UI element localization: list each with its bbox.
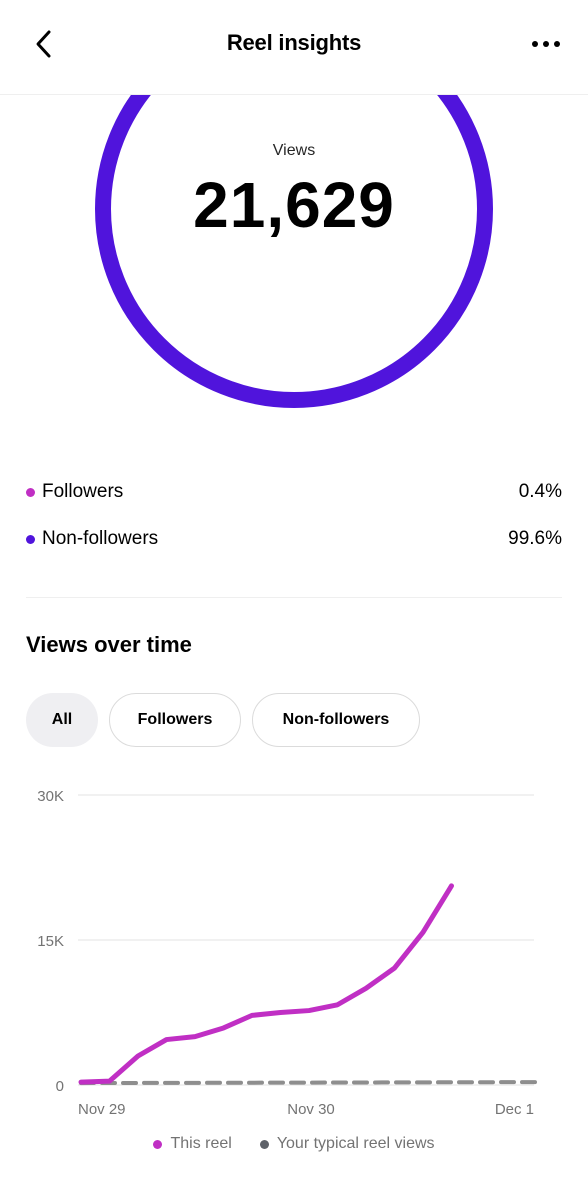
- breakdown-label: Followers: [42, 481, 124, 502]
- back-button[interactable]: [26, 26, 62, 62]
- chevron-left-icon: [36, 30, 51, 58]
- y-tick-label: 15K: [37, 933, 64, 950]
- x-tick-label: Nov 29: [78, 1101, 126, 1118]
- views-label: Views: [272, 142, 316, 159]
- legend-label: This reel: [170, 1135, 232, 1152]
- breakdown-row-non-followers: Non-followers 99.6%: [26, 525, 562, 553]
- more-horizontal-icon: [532, 41, 560, 47]
- section-title: Views over time: [26, 632, 192, 657]
- y-tick-label: 0: [56, 1078, 64, 1095]
- legend-item-this-reel: This reel: [153, 1135, 232, 1153]
- y-tick-label: 30K: [37, 788, 64, 805]
- x-tick-label: Nov 30: [287, 1101, 335, 1118]
- non-followers-dot: [26, 534, 35, 544]
- legend-dot: [259, 1139, 269, 1149]
- x-tick-label: Dec 1: [495, 1101, 534, 1118]
- typical-reel-views-line: [79, 1080, 539, 1086]
- page-title: Reel insights: [226, 30, 362, 55]
- legend-dot: [153, 1139, 163, 1149]
- this-reel-line: [78, 883, 454, 1085]
- breakdown-percent: 0.4%: [518, 481, 562, 502]
- breakdown-percent: 99.6%: [508, 528, 562, 549]
- filter-followers-pill[interactable]: Followers: [109, 693, 241, 747]
- filter-non-followers-pill[interactable]: Non-followers: [252, 693, 420, 747]
- filter-all-pill[interactable]: All: [26, 693, 98, 747]
- breakdown-label: Non-followers: [42, 528, 159, 549]
- views-count: 21,629: [193, 169, 395, 241]
- top-bar: Reel insights: [0, 0, 588, 95]
- followers-dot: [26, 487, 35, 497]
- legend-label: Your typical reel views: [276, 1135, 435, 1152]
- legend-item-typical-views: Your typical reel views: [259, 1135, 435, 1153]
- section-divider: [26, 597, 562, 598]
- more-options-button[interactable]: [526, 26, 566, 62]
- chart-legend: This reel Your typical reel views: [0, 1135, 588, 1153]
- views-over-time-chart: 30K 15K 0 Nov 29 Nov 30 Dec 1: [37, 788, 539, 1118]
- breakdown-row-followers: Followers 0.4%: [26, 478, 562, 506]
